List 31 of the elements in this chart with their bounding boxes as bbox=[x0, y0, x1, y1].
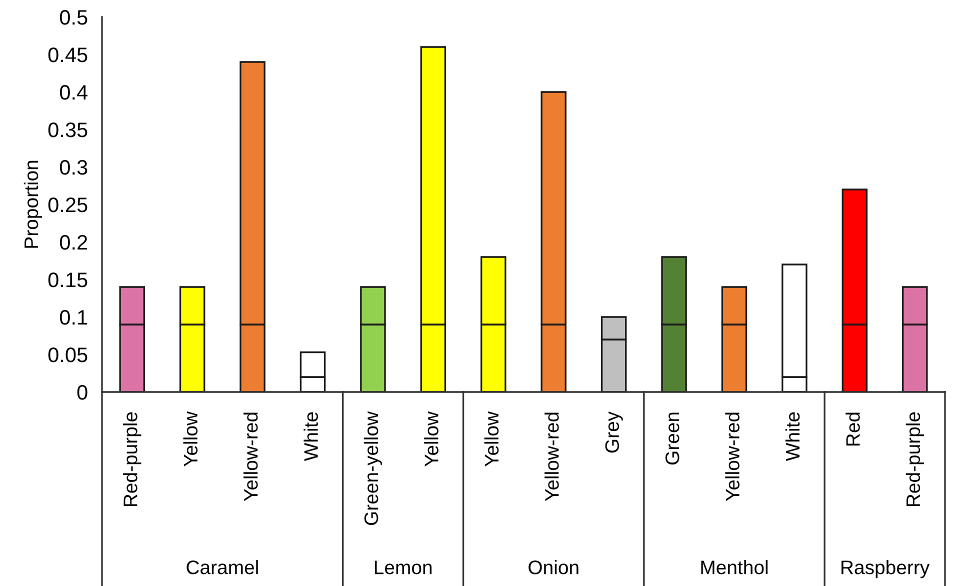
x-tick-label: White bbox=[785, 412, 800, 462]
y-tick-label: 0.4 bbox=[60, 85, 88, 100]
y-tick-label: 0.1 bbox=[60, 310, 88, 325]
x-tick-label: Grey bbox=[605, 411, 623, 453]
x-tick-label: Yellow-red bbox=[725, 412, 740, 502]
y-tick-label: 0.25 bbox=[48, 198, 88, 212]
x-axis-title: Lemon bbox=[374, 560, 432, 574]
y-tick-label: 0.3 bbox=[60, 160, 88, 175]
x-tick-label: Red-purple bbox=[906, 412, 924, 506]
x-axis-title: Onion bbox=[528, 560, 578, 574]
x-tick-label: Red bbox=[846, 412, 860, 446]
y-tick-label: 0 bbox=[77, 385, 88, 400]
x-tick-label: Yellow bbox=[484, 411, 499, 467]
x-tick-label: Red-purple bbox=[123, 412, 142, 506]
x-tick-label: Green bbox=[665, 412, 680, 465]
y-tick-label: 0.2 bbox=[60, 235, 88, 250]
y-tick-label: 0.45 bbox=[48, 48, 88, 62]
y-tick-label: 0.15 bbox=[48, 272, 88, 288]
y-tick-label: 0.35 bbox=[48, 122, 88, 138]
x-axis-title: Menthol bbox=[701, 560, 768, 574]
x-tick-label: Yellow-red bbox=[544, 412, 559, 502]
y-tick-label: 0.5 bbox=[60, 10, 88, 25]
x-tick-label: Yellow bbox=[183, 411, 198, 467]
y-tick-label: 0.05 bbox=[48, 348, 88, 362]
x-tick-label: White bbox=[304, 412, 318, 462]
x-axis-title: Raspberry bbox=[842, 560, 930, 578]
x-axis-title: Caramel bbox=[186, 560, 258, 574]
x-tick-label: Yellow-red bbox=[243, 412, 258, 502]
y-axis-title: Proportion bbox=[24, 160, 42, 248]
x-tick-label: Green-yellow bbox=[364, 411, 382, 526]
x-tick-label: Yellow bbox=[424, 411, 438, 467]
